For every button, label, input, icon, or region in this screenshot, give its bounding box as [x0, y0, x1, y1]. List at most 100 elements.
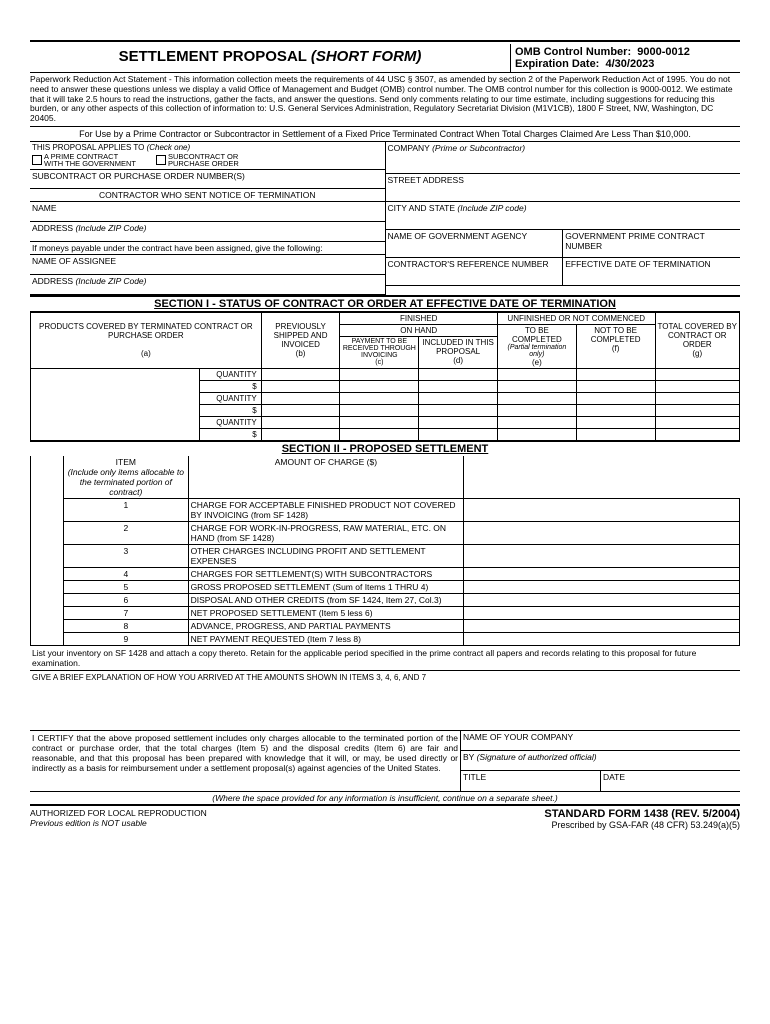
- assignee-name-field[interactable]: NAME OF ASSIGNEE: [30, 255, 385, 275]
- col-b-hdr: PREVIOUSLY SHIPPED AND INVOICED: [264, 322, 338, 349]
- continue-note: (Where the space provided for any inform…: [30, 792, 740, 806]
- table-row[interactable]: 9NET PAYMENT REQUESTED (Item 7 less 8): [31, 632, 740, 645]
- sub-po-numbers-field[interactable]: SUBCONTRACT OR PURCHASE ORDER NUMBER(S): [30, 169, 385, 189]
- sub-po-label: SUBCONTRACT OR PURCHASE ORDER NUMBER(S): [32, 171, 245, 181]
- street-label: STREET ADDRESS: [388, 175, 464, 185]
- street-field[interactable]: STREET ADDRESS: [386, 174, 741, 202]
- eff-date-field[interactable]: EFFECTIVE DATE OF TERMINATION: [562, 258, 740, 286]
- col-a-letter: (a): [33, 349, 259, 358]
- footer-right: STANDARD FORM 1438 (REV. 5/2004) Prescri…: [544, 808, 740, 830]
- address-field[interactable]: ADDRESS (Include ZIP Code): [30, 222, 385, 242]
- applies-to-row: THIS PROPOSAL APPLIES TO (Check one) A P…: [30, 142, 385, 169]
- col-d-letter: (d): [421, 356, 495, 365]
- cert-company-field[interactable]: NAME OF YOUR COMPANY: [461, 731, 740, 751]
- table-row[interactable]: 5GROSS PROPOSED SETTLEMENT (Sum of Items…: [31, 580, 740, 593]
- col-g-letter: (g): [658, 349, 737, 358]
- cert-company-label: NAME OF YOUR COMPANY: [463, 732, 573, 742]
- left-column: THIS PROPOSAL APPLIES TO (Check one) A P…: [30, 142, 386, 295]
- subcontract-option[interactable]: SUBCONTRACT OR PURCHASE ORDER: [156, 153, 239, 168]
- prime-contract-label: GOVERNMENT PRIME CONTRACT NUMBER: [565, 231, 704, 251]
- ref-number-field[interactable]: CONTRACTOR'S REFERENCE NUMBER: [386, 258, 563, 286]
- header-row: SETTLEMENT PROPOSAL (SHORT FORM) OMB Con…: [30, 44, 740, 73]
- item-hdr: ITEM: [66, 457, 185, 467]
- address-hint: (Include ZIP Code): [75, 223, 146, 233]
- city-state-field[interactable]: CITY AND STATE (Include ZIP code): [386, 202, 741, 230]
- prime-contract-option[interactable]: A PRIME CONTRACT WITH THE GOVERNMENT: [32, 153, 136, 168]
- form-page: SETTLEMENT PROPOSAL (SHORT FORM) OMB Con…: [0, 0, 770, 850]
- checkbox-icon: [156, 155, 166, 165]
- applies-label: THIS PROPOSAL APPLIES TO: [32, 143, 144, 152]
- table-row[interactable]: 2CHARGE FOR WORK-IN-PROGRESS, RAW MATERI…: [31, 521, 740, 544]
- table-row[interactable]: 7NET PROPOSED SETTLEMENT (Item 5 less 6): [31, 606, 740, 619]
- prev-edition: Previous edition is NOT usable: [30, 818, 207, 828]
- item-sub: (Include only items allocable to the ter…: [66, 467, 185, 497]
- name-label: NAME: [32, 203, 57, 213]
- contractor-notice-header: CONTRACTOR WHO SENT NOTICE OF TERMINATIO…: [30, 189, 385, 202]
- cert-by-label: BY: [463, 752, 474, 762]
- table-row[interactable]: 4CHARGES FOR SETTLEMENT(S) WITH SUBCONTR…: [31, 567, 740, 580]
- col-e-hdr: TO BE COMPLETED: [500, 326, 574, 344]
- cert-signature-field[interactable]: BY (Signature of authorized official): [461, 751, 740, 771]
- ref-label: CONTRACTOR'S REFERENCE NUMBER: [388, 259, 549, 269]
- unfinished-hdr: UNFINISHED OR NOT COMMENCED: [497, 312, 655, 324]
- prescribed-by: Prescribed by GSA-FAR (48 CFR) 53.249(a)…: [544, 820, 740, 830]
- col-c-letter: (c): [342, 359, 416, 366]
- form-number: STANDARD FORM 1438 (REV. 5/2004): [544, 808, 740, 820]
- cert-title-date-row: TITLE DATE: [461, 771, 740, 791]
- moneys-label: If moneys payable under the contract hav…: [32, 243, 323, 253]
- cert-date-field[interactable]: DATE: [600, 771, 740, 791]
- exp-label: Expiration Date:: [515, 58, 599, 70]
- col-f-letter: (f): [579, 344, 653, 353]
- col-b-letter: (b): [264, 349, 338, 358]
- prime-contract-field[interactable]: GOVERNMENT PRIME CONTRACT NUMBER: [562, 230, 740, 258]
- col-f-hdr: NOT TO BE COMPLETED: [579, 326, 653, 344]
- inventory-note: List your inventory on SF 1428 and attac…: [30, 646, 740, 671]
- cert-date-label: DATE: [603, 772, 625, 782]
- address-label: ADDRESS: [32, 223, 73, 233]
- section2-header: SECTION II - PROPOSED SETTLEMENT: [30, 441, 740, 456]
- table-row[interactable]: QUANTITY: [31, 368, 740, 380]
- col-e-letter: (e): [500, 358, 574, 367]
- footer: AUTHORIZED FOR LOCAL REPRODUCTION Previo…: [30, 806, 740, 830]
- upper-fields: THIS PROPOSAL APPLIES TO (Check one) A P…: [30, 142, 740, 295]
- company-field[interactable]: COMPANY (Prime or Subcontractor): [386, 142, 741, 174]
- dollar-label: $: [199, 428, 261, 440]
- cert-by-hint: (Signature of authorized official): [477, 752, 597, 762]
- city-hint: (Include ZIP code): [457, 203, 526, 213]
- explanation-field[interactable]: GIVE A BRIEF EXPLANATION OF HOW YOU ARRI…: [30, 671, 740, 731]
- col-c-hdr: PAYMENT TO BE RECEIVED THROUGH INVOICING: [342, 338, 416, 359]
- contractor-notice-label: CONTRACTOR WHO SENT NOTICE OF TERMINATIO…: [99, 190, 316, 200]
- omb-cell: OMB Control Number: 9000-0012 Expiration…: [510, 44, 740, 72]
- footer-left: AUTHORIZED FOR LOCAL REPRODUCTION Previo…: [30, 808, 207, 830]
- moneys-note: If moneys payable under the contract hav…: [30, 242, 385, 255]
- agency-label: NAME OF GOVERNMENT AGENCY: [388, 231, 528, 241]
- assignee-addr-label: ADDRESS: [32, 276, 73, 286]
- assignee-label: NAME OF ASSIGNEE: [32, 256, 116, 266]
- assignee-address-field[interactable]: ADDRESS (Include ZIP Code): [30, 275, 385, 295]
- cert-title-field[interactable]: TITLE: [461, 771, 600, 791]
- name-field[interactable]: NAME: [30, 202, 385, 222]
- table-row[interactable]: 8ADVANCE, PROGRESS, AND PARTIAL PAYMENTS: [31, 619, 740, 632]
- qty-label: QUANTITY: [199, 392, 261, 404]
- right-column: COMPANY (Prime or Subcontractor) STREET …: [386, 142, 741, 295]
- auth-text: AUTHORIZED FOR LOCAL REPRODUCTION: [30, 808, 207, 818]
- table-row[interactable]: 1CHARGE FOR ACCEPTABLE FINISHED PRODUCT …: [31, 498, 740, 521]
- cert-title-label: TITLE: [463, 772, 486, 782]
- col-d-hdr: INCLUDED IN THIS PROPOSAL: [421, 338, 495, 356]
- agency-field[interactable]: NAME OF GOVERNMENT AGENCY: [386, 230, 563, 258]
- opt1b: WITH THE GOVERNMENT: [44, 160, 136, 168]
- finished-hdr: FINISHED: [340, 312, 498, 324]
- form-title: SETTLEMENT PROPOSAL (SHORT FORM): [30, 44, 510, 72]
- cert-fields: NAME OF YOUR COMPANY BY (Signature of au…: [460, 731, 740, 791]
- table-row[interactable]: 6DISPOSAL AND OTHER CREDITS (from SF 142…: [31, 593, 740, 606]
- section1-table: PRODUCTS COVERED BY TERMINATED CONTRACT …: [30, 312, 740, 441]
- amount-hdr: AMOUNT OF CHARGE ($): [188, 456, 464, 499]
- section2-table: ITEM (Include only items allocable to th…: [30, 456, 740, 646]
- check-hint: (Check one): [147, 143, 191, 152]
- onhand-hdr: ON HAND: [340, 324, 498, 336]
- opt2b: PURCHASE ORDER: [168, 160, 239, 168]
- table-row[interactable]: 3OTHER CHARGES INCLUDING PROFIT AND SETT…: [31, 544, 740, 567]
- dollar-label: $: [199, 404, 261, 416]
- company-label: COMPANY: [388, 143, 430, 153]
- agency-contract-row: NAME OF GOVERNMENT AGENCY GOVERNMENT PRI…: [386, 230, 741, 258]
